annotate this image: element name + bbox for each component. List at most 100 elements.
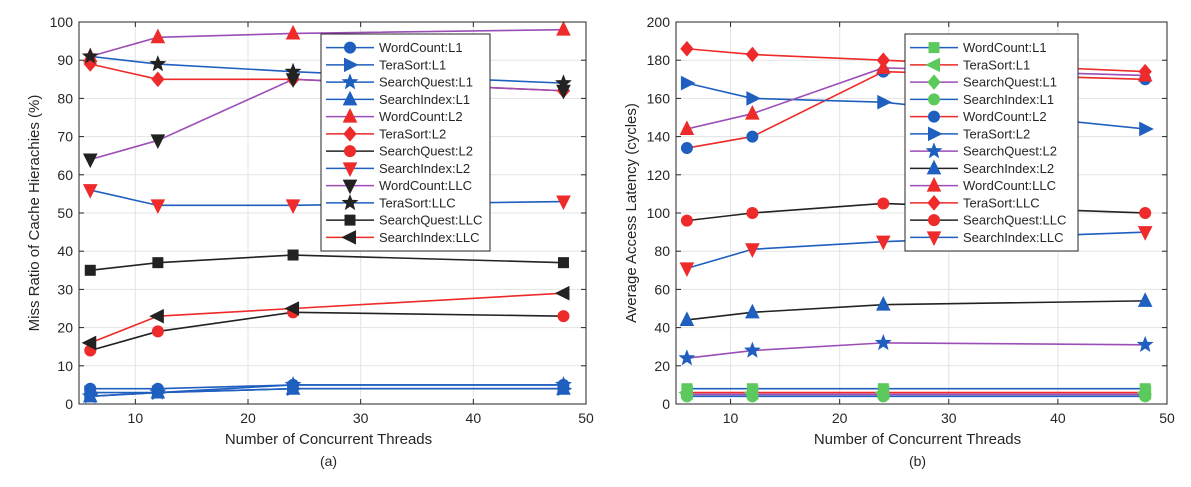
y-tick-label: 180: [647, 52, 671, 68]
legend-marker: [928, 214, 940, 227]
series-line-10: [90, 254, 564, 272]
data-point-9-1: [745, 46, 760, 63]
y-tick-label: 60: [654, 281, 670, 297]
legend-marker: [927, 195, 941, 211]
data-point-3-0: [82, 387, 98, 403]
data-point-10-1: [152, 257, 164, 269]
legend-marker: [928, 42, 940, 54]
series-line-6: [90, 311, 564, 352]
data-point-5-1: [746, 91, 761, 106]
legend-label: SearchQuest:L2: [379, 144, 473, 159]
data-point-4-3: [556, 21, 571, 36]
data-point-3-3: [1139, 390, 1152, 403]
data-point-11-3: [554, 285, 570, 301]
data-point-3-2: [877, 390, 890, 403]
legend-label: SearchQuest:L1: [379, 75, 473, 90]
legend-marker: [342, 108, 358, 123]
series-line-7: [686, 300, 1146, 321]
legend-marker: [342, 179, 358, 195]
y-tick-label: 200: [647, 14, 671, 30]
legend-label: SearchIndex:L2: [379, 161, 470, 176]
data-point-8-1: [745, 105, 760, 120]
y-tick-label: 0: [65, 396, 73, 412]
x-tick-label: 20: [832, 410, 848, 426]
data-point-8-0: [82, 153, 98, 169]
legend-label: WordCount:LLC: [963, 178, 1056, 193]
y-tick-label: 70: [57, 129, 73, 145]
data-point-10-0: [84, 264, 96, 276]
legend: WordCount:L1 TeraSort:L1 SearchQuest:L1 Sea…: [320, 33, 491, 252]
x-tick-label: 10: [723, 410, 739, 426]
legend-label: TeraSort:L2: [379, 126, 446, 141]
y-tick-label: 80: [654, 243, 670, 259]
legend-marker: [925, 142, 943, 159]
y-tick-label: 40: [57, 243, 73, 259]
legend-label: SearchQuest:LLC: [379, 213, 482, 228]
y-tick-label: 140: [647, 129, 671, 145]
data-point-11-2: [284, 301, 300, 316]
y-axis-label: Average Access Latency (cycles): [623, 103, 640, 323]
x-axis-label: Number of Concurrent Threads: [814, 431, 1021, 448]
y-tick-label: 0: [662, 396, 670, 412]
y-tick-label: 10: [57, 358, 73, 374]
y-tick-label: 100: [647, 205, 671, 221]
series-line-11: [89, 292, 564, 344]
legend: WordCount:L1 TeraSort:L1 SearchQuest:L1 Sea…: [904, 33, 1079, 252]
chart-1: 10 20 30 40 50 0 20 40 60 80 100 120 140 160 180 200 Num…: [623, 14, 1175, 469]
legend-marker: [926, 177, 942, 192]
data-point-11-1: [745, 243, 760, 258]
y-tick-label: 50: [57, 205, 73, 221]
x-tick-label: 50: [1159, 410, 1175, 426]
data-point-9-3: [555, 74, 572, 91]
data-point-5-3: [1139, 121, 1154, 137]
legend-marker: [344, 214, 356, 226]
data-point-10-2: [287, 249, 299, 261]
legend-marker: [341, 230, 356, 245]
x-axis-label: Number of Concurrent Threads: [225, 431, 432, 448]
legend-marker: [344, 41, 356, 54]
data-point-3-0: [680, 390, 693, 403]
legend-label: WordCount:L1: [963, 40, 1047, 55]
data-point-10-2: [877, 197, 890, 210]
legend-marker: [344, 145, 356, 158]
y-tick-label: 20: [654, 358, 670, 374]
x-tick-label: 40: [1050, 410, 1066, 426]
data-point-7-0: [679, 311, 695, 326]
x-tick-label: 20: [240, 410, 256, 426]
x-tick-label: 40: [466, 410, 482, 426]
data-point-4-1: [150, 28, 166, 44]
x-tick-label: 10: [128, 410, 144, 426]
data-point-11-0: [679, 262, 695, 278]
legend-marker: [343, 126, 357, 142]
data-point-6-3: [557, 310, 570, 323]
data-point-9-2: [876, 52, 890, 68]
x-tick-label: 50: [578, 410, 594, 426]
x-tick-label: 30: [941, 410, 957, 426]
legend-marker: [928, 110, 940, 123]
legend-label: SearchIndex:L1: [963, 92, 1054, 107]
data-point-10-3: [1139, 207, 1152, 219]
data-point-5-2: [877, 94, 892, 110]
data-point-6-0: [678, 349, 696, 366]
data-point-9-0: [680, 40, 694, 57]
y-tick-label: 100: [50, 14, 74, 30]
chart-0: 10 20 30 40 50 0 10 20 30 40 50 60 70 80 90 100 Number o…: [26, 14, 594, 469]
legend-label: SearchIndex:L1: [379, 92, 470, 107]
data-point-3-1: [746, 390, 759, 403]
legend-label: TeraSort:LLC: [963, 195, 1040, 210]
data-point-9-0: [81, 47, 99, 64]
data-point-10-3: [557, 257, 569, 269]
data-point-3-3: [556, 380, 571, 395]
data-point-9-1: [149, 55, 167, 72]
legend-label: WordCount:L2: [963, 109, 1047, 124]
legend-marker: [926, 231, 942, 246]
data-point-4-2: [285, 24, 301, 40]
data-point-5-1: [151, 71, 165, 88]
data-point-11-2: [876, 235, 891, 251]
data-point-4-0: [680, 142, 693, 155]
x-tick-label: 30: [353, 410, 369, 426]
y-tick-label: 80: [57, 90, 73, 106]
subplot-label: (b): [909, 453, 926, 469]
legend-label: WordCount:LLC: [379, 178, 472, 193]
legend-label: SearchIndex:LLC: [379, 230, 479, 245]
